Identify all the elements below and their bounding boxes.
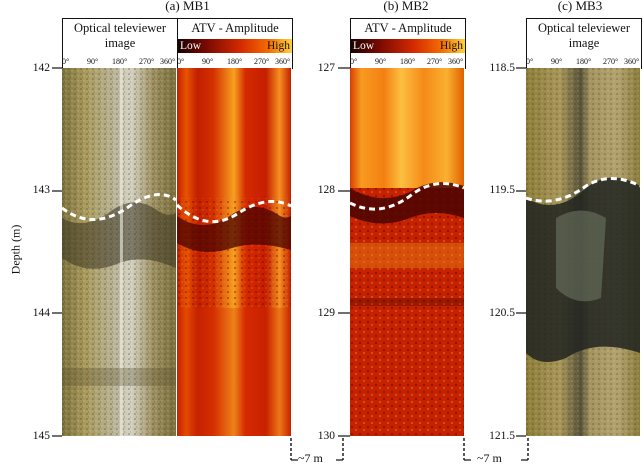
mb3-depth-120-5: 120.5 bbox=[489, 307, 515, 319]
tick-0: 0° bbox=[177, 57, 185, 66]
mb2-atv-colorbar: Low High bbox=[351, 39, 465, 53]
mb2-atv-image bbox=[350, 68, 464, 436]
mb3-boundary-line bbox=[526, 177, 640, 203]
tick-90: 90° bbox=[375, 57, 387, 66]
tick-360: 360° bbox=[624, 57, 640, 66]
mb1-boundary-line bbox=[62, 193, 291, 224]
mb2-atv-header-text: ATV - Amplitude bbox=[364, 21, 452, 35]
mb1-optical-header-text: Optical televiewer image bbox=[74, 21, 166, 50]
mb1-atv-image bbox=[177, 68, 291, 436]
mb3-optical-ticks: 0° 90° 180° 270° 360° bbox=[526, 57, 640, 67]
mb3-depth-118-5: 118.5 bbox=[489, 62, 515, 74]
tick-180: 180° bbox=[400, 57, 416, 66]
mb1-atv-colorbar: Low High bbox=[178, 39, 292, 53]
mb1-atv-header-text: ATV - Amplitude bbox=[191, 21, 279, 35]
spacing-bracket-bc bbox=[463, 438, 529, 461]
tick-360: 360° bbox=[448, 57, 464, 66]
tick-0: 0° bbox=[350, 57, 358, 66]
mb2-depth-127: 127 bbox=[317, 62, 335, 74]
mb2-depth-ticks bbox=[338, 67, 350, 437]
mb1-depth-145: 145 bbox=[32, 430, 50, 442]
mb2-boundary-line bbox=[350, 182, 464, 211]
mb1-depth-ticks bbox=[52, 67, 62, 437]
mb1-atv-ticks: 0° 90° 180° 270° 360° bbox=[177, 57, 291, 67]
mb2-atv-ticks: 0° 90° 180° 270° 360° bbox=[350, 57, 464, 67]
tick-270: 270° bbox=[427, 57, 443, 66]
tick-360: 360° bbox=[160, 57, 176, 66]
mb1-depth-142: 142 bbox=[32, 62, 50, 74]
mb2-atv-header-box: ATV - Amplitude Low High bbox=[350, 18, 466, 69]
spacing-bracket-ab bbox=[290, 438, 344, 461]
mb1-depth-144: 144 bbox=[32, 307, 50, 319]
mb2-colorbar-high: High bbox=[440, 40, 463, 52]
mb1-colorbar-high: High bbox=[267, 40, 290, 52]
mb3-depth-ticks bbox=[516, 67, 526, 437]
tick-270: 270° bbox=[254, 57, 270, 66]
mb3-depth-121-5: 121.5 bbox=[489, 430, 515, 442]
tick-360: 360° bbox=[275, 57, 291, 66]
mb3-optical-header-text: Optical televiewer image bbox=[538, 21, 630, 50]
depth-axis-label: Depth (m) bbox=[8, 224, 23, 275]
tick-90: 90° bbox=[551, 57, 563, 66]
mb2-depth-128: 128 bbox=[317, 184, 335, 196]
mb3-optical-image bbox=[526, 68, 640, 436]
mb1-atv-header-box: ATV - Amplitude Low High bbox=[177, 18, 293, 69]
tick-180: 180° bbox=[112, 57, 128, 66]
mb1-optical-image bbox=[62, 68, 176, 436]
panel-title-mb2: (b) MB2 bbox=[383, 0, 429, 13]
panel-title-mb3: (c) MB3 bbox=[557, 0, 603, 13]
mb2-colorbar-low: Low bbox=[353, 40, 375, 52]
tick-90: 90° bbox=[87, 57, 99, 66]
mb1-optical-header-box: Optical televiewer image bbox=[62, 18, 178, 69]
tick-0: 0° bbox=[62, 57, 70, 66]
mb1-depth-143: 143 bbox=[32, 184, 50, 196]
spacing-label-ab: ~7 m bbox=[298, 451, 323, 465]
tick-180: 180° bbox=[576, 57, 592, 66]
tick-180: 180° bbox=[227, 57, 243, 66]
mb2-depth-130: 130 bbox=[317, 430, 335, 442]
mb3-depth-119-5: 119.5 bbox=[489, 184, 515, 196]
tick-270: 270° bbox=[603, 57, 619, 66]
mb1-colorbar-low: Low bbox=[180, 40, 202, 52]
tick-0: 0° bbox=[526, 57, 534, 66]
mb1-optical-ticks: 0° 90° 180° 270° 360° bbox=[62, 57, 176, 67]
tick-270: 270° bbox=[139, 57, 155, 66]
spacing-label-bc: ~7 m bbox=[477, 451, 502, 465]
mb2-depth-129: 129 bbox=[317, 307, 335, 319]
panel-title-mb1: (a) MB1 bbox=[165, 0, 210, 13]
mb3-optical-header-box: Optical televiewer image bbox=[526, 18, 642, 69]
tick-90: 90° bbox=[202, 57, 214, 66]
